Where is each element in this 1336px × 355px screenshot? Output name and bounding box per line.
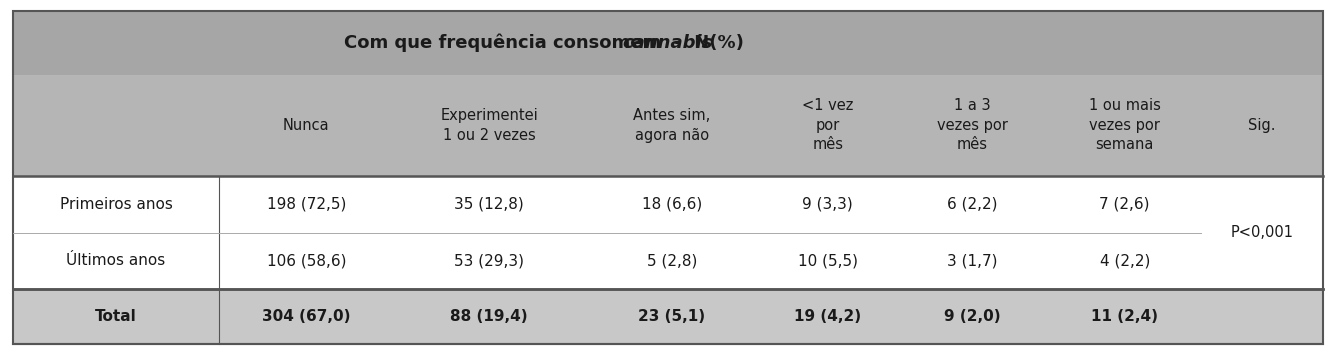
Text: 11 (2,4): 11 (2,4) <box>1092 309 1158 324</box>
Text: -  N(%): - N(%) <box>668 34 744 51</box>
Text: 4 (2,2): 4 (2,2) <box>1100 253 1150 268</box>
Text: 53 (29,3): 53 (29,3) <box>454 253 524 268</box>
Text: 5 (2,8): 5 (2,8) <box>647 253 697 268</box>
Text: 304 (67,0): 304 (67,0) <box>262 309 350 324</box>
Text: 9 (3,3): 9 (3,3) <box>803 197 854 212</box>
Text: 35 (12,8): 35 (12,8) <box>454 197 524 212</box>
Bar <box>13 233 1323 289</box>
Text: 6 (2,2): 6 (2,2) <box>947 197 998 212</box>
Text: 9 (2,0): 9 (2,0) <box>945 309 1001 324</box>
Text: Antes sim,
agora não: Antes sim, agora não <box>633 108 711 143</box>
Text: 7 (2,6): 7 (2,6) <box>1100 197 1150 212</box>
Text: P<0,001: P<0,001 <box>1230 225 1293 240</box>
Text: 23 (5,1): 23 (5,1) <box>639 309 705 324</box>
Bar <box>13 289 1323 344</box>
Text: 1 a 3
vezes por
mês: 1 a 3 vezes por mês <box>937 98 1007 152</box>
Text: 10 (5,5): 10 (5,5) <box>798 253 858 268</box>
Text: 106 (58,6): 106 (58,6) <box>267 253 346 268</box>
Bar <box>13 11 1323 75</box>
Text: Nunca: Nunca <box>283 118 330 133</box>
Text: 88 (19,4): 88 (19,4) <box>450 309 528 324</box>
Text: Com que frequência consomem: Com que frequência consomem <box>345 33 668 52</box>
Text: 18 (6,6): 18 (6,6) <box>641 197 701 212</box>
Text: Experimentei
1 ou 2 vezes: Experimentei 1 ou 2 vezes <box>441 108 538 143</box>
Text: <1 vez
por
mês: <1 vez por mês <box>802 98 854 152</box>
Bar <box>13 176 1323 233</box>
Text: Últimos anos: Últimos anos <box>67 253 166 268</box>
Text: Sig.: Sig. <box>1248 118 1276 133</box>
Text: 1 ou mais
vezes por
semana: 1 ou mais vezes por semana <box>1089 98 1161 152</box>
Text: Primeiros anos: Primeiros anos <box>60 197 172 212</box>
Text: 19 (4,2): 19 (4,2) <box>795 309 862 324</box>
Bar <box>13 75 1323 176</box>
Text: cannabis: cannabis <box>623 34 713 51</box>
Text: Total: Total <box>95 309 138 324</box>
Text: 3 (1,7): 3 (1,7) <box>947 253 998 268</box>
Text: 198 (72,5): 198 (72,5) <box>267 197 346 212</box>
